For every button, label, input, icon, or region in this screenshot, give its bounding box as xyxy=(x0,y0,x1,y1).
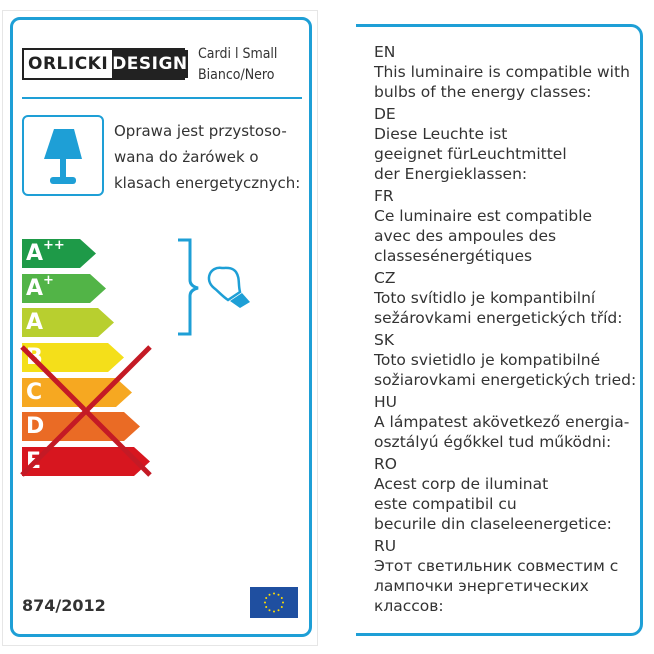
language-code: FR xyxy=(374,187,394,205)
class-letter: A xyxy=(26,276,44,301)
language-text-line: der Energieklassen: xyxy=(374,165,528,183)
class-letter: A xyxy=(26,310,44,335)
language-list: EN This luminaire is compatible with bulbs… xyxy=(374,40,636,616)
language-text-line: Acest corp de iluminat xyxy=(374,475,549,493)
class-letter: C xyxy=(26,380,43,405)
excluded-classes-cross xyxy=(20,345,152,477)
language-section-fr: FR Ce luminaire est compatible avec des am… xyxy=(374,186,636,266)
language-section-ru: RU Этот светильник совместим с лампочки эн… xyxy=(374,536,636,616)
language-text-line: sožiarovkami energetických tried: xyxy=(374,371,637,389)
product-color: Bianco/Nero xyxy=(198,67,275,83)
language-text-line: This luminaire is compatible with xyxy=(374,63,630,81)
language-section-en: EN This luminaire is compatible with bulbs… xyxy=(374,42,636,102)
energy-class-aplusplus: A++ xyxy=(22,239,96,268)
language-text-line: лампочки энергетических xyxy=(374,577,589,595)
language-section-ro: RO Acest corp de iluminat este compatibil … xyxy=(374,454,636,534)
language-text-line: Toto svietidlo je kompatibilné xyxy=(374,351,601,369)
language-text-line: geeignet fürLeuchtmittel xyxy=(374,145,567,163)
regulation-number: 874/2012 xyxy=(22,596,106,615)
language-section-sk: SK Toto svietidlo je kompatibilné sožiarov… xyxy=(374,330,636,390)
logo-part2: DESIGN xyxy=(112,50,188,78)
energy-class-aplus: A+ xyxy=(22,274,106,303)
description-line: Oprawa jest przystoso- xyxy=(114,122,287,140)
language-text-line: классов: xyxy=(374,597,444,615)
language-text-line: Diese Leuchte ist xyxy=(374,125,508,143)
description-line: klasach energetycznych: xyxy=(114,174,301,192)
language-section-cz: CZ Toto svítidlo je kompantibilní sežárovk… xyxy=(374,268,636,328)
class-sup: + xyxy=(43,273,54,288)
label-outer-frame xyxy=(2,10,318,646)
language-code: EN xyxy=(374,43,396,61)
language-text-line: becurile din claseleenergetice: xyxy=(374,515,612,533)
language-text-line: Toto svítidlo je kompantibilní xyxy=(374,289,596,307)
class-letter: D xyxy=(26,414,45,439)
compatible-classes-brace xyxy=(178,238,250,336)
language-text-line: Этот светильник совместим с xyxy=(374,557,619,575)
language-code: HU xyxy=(374,393,398,411)
product-name: Cardi l Small xyxy=(198,46,278,62)
language-text-line: A lámpatest akövetkező energia- xyxy=(374,413,630,431)
class-letter: A xyxy=(26,241,44,266)
language-text-line: osztályú égőkkel tud működni: xyxy=(374,433,612,451)
language-text-line: Ce luminaire est compatible xyxy=(374,207,593,225)
description-line: wana do żarówek o xyxy=(114,148,259,166)
cross-line xyxy=(20,345,152,477)
language-text-line: classesénergétiques xyxy=(374,247,533,265)
language-text-line: sežárovkami energetických tříd: xyxy=(374,309,623,327)
table-lamp-icon xyxy=(22,115,104,196)
language-text-line: avec des ampoules des xyxy=(374,227,557,245)
language-section-de: DE Diese Leuchte ist geeignet fürLeuchtmit… xyxy=(374,104,636,184)
logo-part1: ORLICKI xyxy=(28,54,109,74)
language-code: SK xyxy=(374,331,395,349)
divider xyxy=(22,97,302,99)
right-panel xyxy=(356,24,643,636)
brand-logo: ORLICKI DESIGN xyxy=(22,48,188,80)
light-bulb-icon xyxy=(207,266,250,308)
language-text-line: este compatibil cu xyxy=(374,495,517,513)
eu-flag-icon xyxy=(250,587,298,618)
language-code: DE xyxy=(374,105,396,123)
left-panel xyxy=(10,17,312,637)
language-section-hu: HU A lámpatest akövetkező energia-osztály… xyxy=(374,392,636,452)
class-sup: ++ xyxy=(43,238,65,253)
language-code: RU xyxy=(374,537,397,555)
language-code: RO xyxy=(374,455,397,473)
polish-description: Oprawa jest przystoso- wana do żarówek o… xyxy=(114,118,300,196)
language-text-line: bulbs of the energy classes: xyxy=(374,83,592,101)
energy-class-a: A xyxy=(22,308,114,337)
language-code: CZ xyxy=(374,269,396,287)
